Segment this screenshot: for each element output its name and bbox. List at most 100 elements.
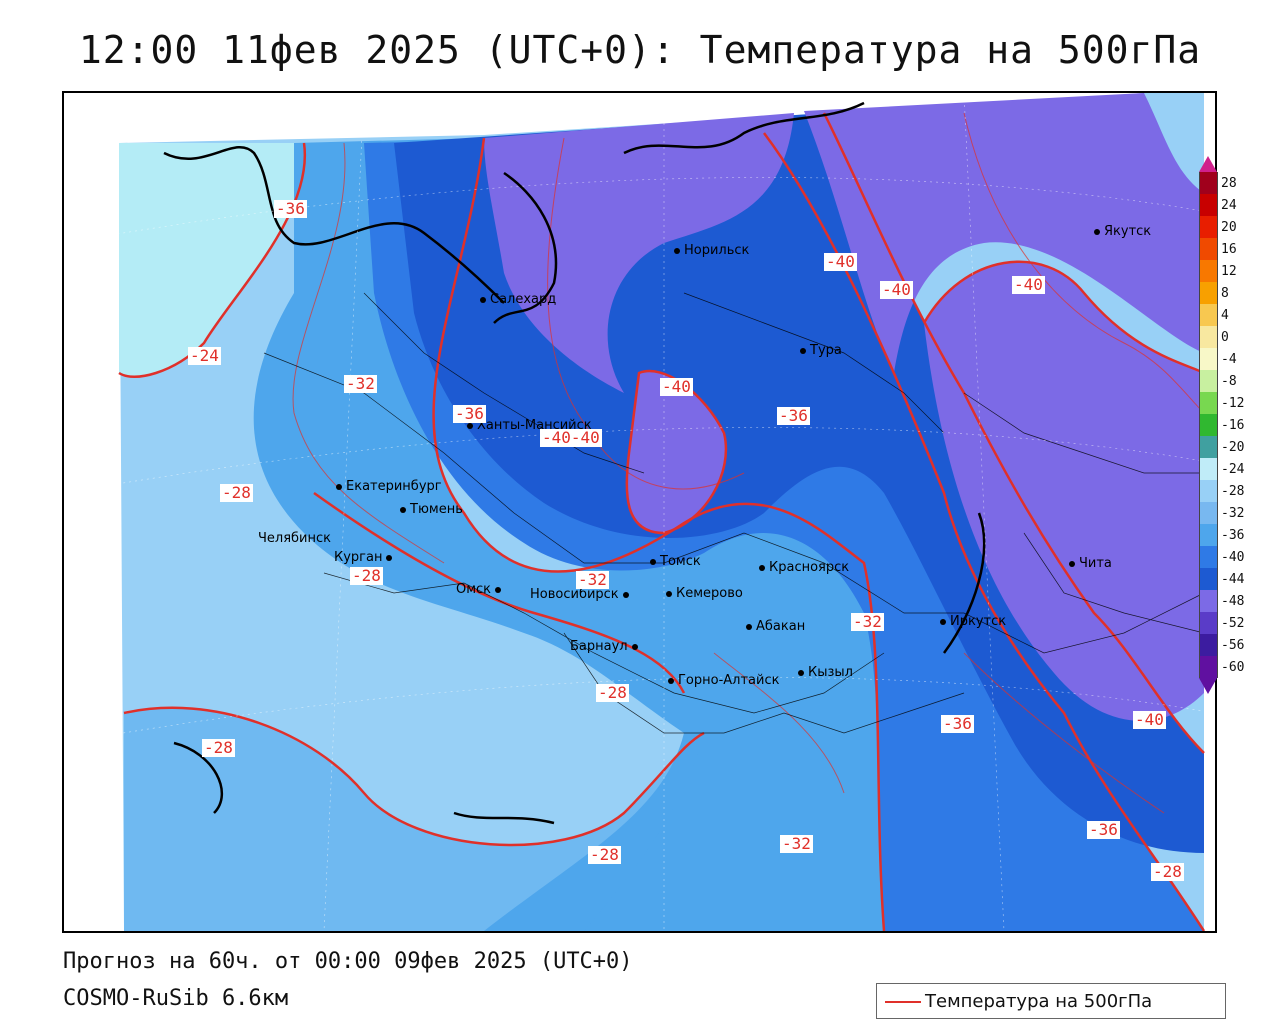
temperature-field [64, 93, 1215, 931]
city-novosibirsk: Новосибирск [530, 587, 633, 602]
contour-label: -40 [1133, 710, 1166, 729]
city-marker-icon [495, 586, 502, 593]
city-tomsk: Томск [650, 554, 701, 569]
city-chita: Чита [1069, 556, 1112, 571]
legend-label: Температура на 500гПа [925, 991, 1153, 1012]
colorbar-tick-label: -44 [1221, 572, 1245, 587]
colorbar-tick-label: -40 [1221, 550, 1245, 565]
colorbar-segment [1199, 172, 1218, 194]
colorbar-segment [1199, 260, 1218, 282]
colorbar-segment [1199, 568, 1218, 590]
legend-line-swatch [885, 1001, 921, 1003]
colorbar-tick-label: -32 [1221, 506, 1245, 521]
city-marker-icon [798, 669, 804, 676]
colorbar-segment [1199, 348, 1218, 370]
contour-label: -28 [220, 483, 253, 502]
colorbar-tick-label: -28 [1221, 484, 1245, 499]
colorbar-tick-label: -24 [1221, 462, 1245, 477]
city-gorno-altaysk: Горно-Алтайск [668, 673, 779, 688]
colorbar-tick-label: 12 [1221, 264, 1237, 279]
colorbar-segment [1199, 480, 1218, 502]
colorbar-tick-label: -36 [1221, 528, 1245, 543]
city-marker-icon [336, 483, 342, 490]
colorbar-segment [1199, 502, 1218, 524]
city-tura: Тура [800, 343, 842, 358]
city-omsk: Омск [456, 582, 505, 597]
city-marker-icon [759, 564, 765, 571]
contour-label: -24 [188, 346, 221, 365]
colorbar-tick-label: 8 [1221, 286, 1229, 301]
colorbar-segment [1199, 282, 1218, 304]
city-marker-icon [668, 677, 674, 684]
city-norilsk: Норильск [674, 243, 749, 258]
colorbar-tick-label: 0 [1221, 330, 1229, 345]
city-marker-icon [800, 347, 806, 354]
contour-label: -36 [1087, 820, 1120, 839]
city-krasnoyarsk: Красноярск [759, 560, 849, 575]
colorbar-segment [1199, 546, 1218, 568]
colorbar-segment [1199, 194, 1218, 216]
city-tyumen: Тюмень [400, 502, 463, 517]
colorbar-segment [1199, 634, 1218, 656]
legend: Температура на 500гПа [876, 983, 1226, 1019]
colorbar-segment [1199, 238, 1218, 260]
city-irkutsk: Иркутск [940, 614, 1006, 629]
colorbar-tick-label: -48 [1221, 594, 1245, 609]
colorbar-tick-label: -20 [1221, 440, 1245, 455]
city-marker-icon [1094, 228, 1100, 235]
colorbar-tick-label: 28 [1221, 176, 1237, 191]
contour-label: -28 [350, 566, 383, 585]
colorbar-segment [1199, 524, 1218, 546]
city-kurgan: Курган [334, 550, 396, 565]
colorbar [1199, 156, 1219, 694]
map-title: 12:00 11фев 2025 (UTC+0): Температура на… [78, 28, 1202, 72]
city-marker-icon [1069, 560, 1075, 567]
colorbar-segment [1199, 414, 1218, 436]
colorbar-tick-label: -60 [1221, 660, 1245, 675]
colorbar-segment [1199, 304, 1218, 326]
city-marker-icon [940, 618, 946, 625]
city-marker-icon [666, 590, 672, 597]
colorbar-segment [1199, 436, 1218, 458]
colorbar-tick-label: 4 [1221, 308, 1229, 323]
contour-label: -28 [596, 683, 629, 702]
map-area: Якутск Норильск Салехард Тура Ханты-Манс… [62, 91, 1217, 933]
contour-label: -28 [202, 738, 235, 757]
colorbar-tick-label: -4 [1221, 352, 1237, 367]
colorbar-tick-label: -56 [1221, 638, 1245, 653]
colorbar-segment [1199, 656, 1218, 678]
city-marker-icon [622, 591, 629, 598]
colorbar-tick-label: 24 [1221, 198, 1237, 213]
city-chelyabinsk: Челябинск [258, 531, 332, 546]
colorbar-top-arrow [1199, 156, 1217, 172]
colorbar-bottom-arrow [1199, 678, 1217, 694]
colorbar-tick-label: -52 [1221, 616, 1245, 631]
colorbar-segment [1199, 216, 1218, 238]
city-marker-icon [650, 558, 656, 565]
city-yakutsk: Якутск [1094, 224, 1151, 239]
colorbar-segment [1199, 458, 1218, 480]
city-marker-icon [674, 247, 680, 254]
colorbar-segment [1199, 590, 1218, 612]
colorbar-tick-label: -16 [1221, 418, 1245, 433]
colorbar-tick-label: -8 [1221, 374, 1237, 389]
contour-label: -36 [274, 199, 307, 218]
colorbar-segment [1199, 370, 1218, 392]
city-marker-icon [746, 623, 752, 630]
city-kemerovo: Кемерово [666, 586, 743, 601]
colorbar-segment [1199, 392, 1218, 414]
forecast-info: Прогноз на 60ч. от 00:00 09фев 2025 (UTC… [63, 949, 633, 974]
contour-label: -36 [777, 406, 810, 425]
city-kyzyl: Кызыл [798, 665, 853, 680]
contour-label: -36 [941, 714, 974, 733]
city-marker-icon [467, 422, 473, 429]
contour-label: -32 [576, 570, 609, 589]
colorbar-tick-label: 16 [1221, 242, 1237, 257]
contour-label: -28 [1151, 862, 1184, 881]
contour-label: -40 [1012, 275, 1045, 294]
city-marker-icon [480, 296, 486, 303]
contour-label: -32 [780, 834, 813, 853]
city-marker-icon [400, 506, 406, 513]
city-salekhard: Салехард [480, 292, 556, 307]
city-abakan: Абакан [746, 619, 805, 634]
